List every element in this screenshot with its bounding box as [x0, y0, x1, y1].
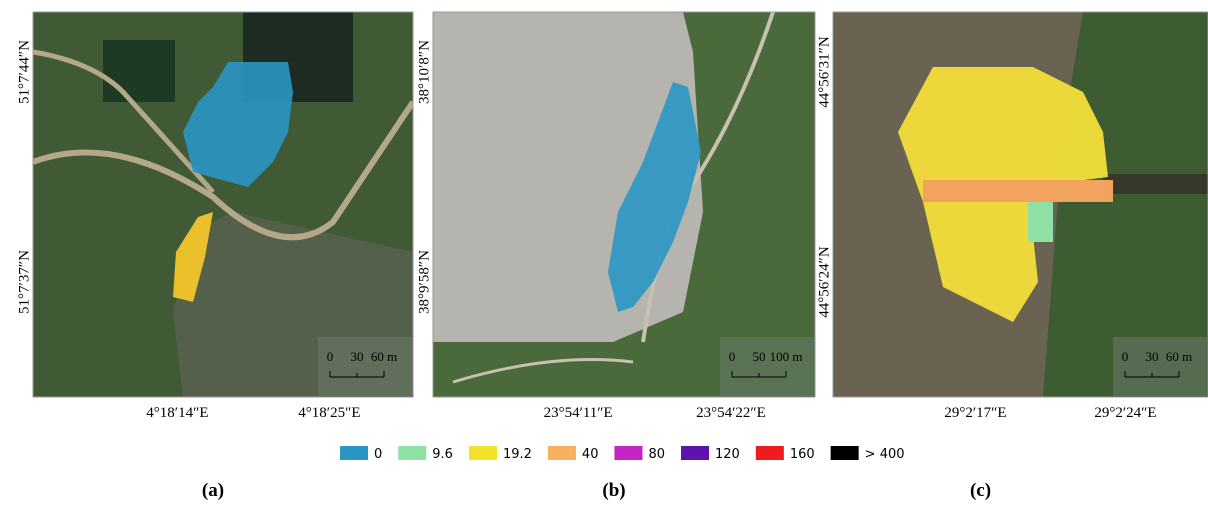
- legend-label: 160: [790, 447, 815, 462]
- overlay: [1028, 202, 1053, 242]
- map-panel: 0 30 60 m: [833, 12, 1208, 397]
- lat-label: 38°10′8″N: [416, 40, 432, 104]
- panel-caption: (a): [202, 480, 224, 501]
- scale-bg: [1113, 337, 1208, 397]
- legend-label: 19.2: [503, 447, 532, 462]
- scale-label: 30: [351, 349, 364, 364]
- scale-bar: 0 30 60 m: [318, 337, 413, 397]
- scale-label: 30: [1146, 349, 1159, 364]
- scale-label: 50: [753, 349, 766, 364]
- lat-label: 44°56′24″N: [816, 246, 832, 318]
- lon-label: 23°54′22″E: [696, 405, 766, 421]
- legend-swatch: [398, 446, 426, 460]
- scale-label: 0: [1122, 349, 1129, 364]
- legend-swatch: [469, 446, 497, 460]
- legend-swatch: [831, 446, 859, 460]
- scale-label: 100 m: [770, 349, 803, 364]
- lon-label: 29°2′17″E: [944, 405, 1006, 421]
- legend-swatch: [548, 446, 576, 460]
- legend-label: > 400: [865, 447, 905, 462]
- map-panel: 0 30 60 m: [33, 12, 413, 397]
- scale-bg: [318, 337, 413, 397]
- lat-label: 51°7′37″N: [16, 250, 32, 314]
- scale-label: 60 m: [371, 349, 397, 364]
- lon-label: 4°18′25″E: [298, 405, 360, 421]
- lat-label: 44°56′31″N: [816, 36, 832, 108]
- legend-label: 40: [582, 447, 599, 462]
- panel-caption: (b): [602, 480, 625, 501]
- legend-swatch: [340, 446, 368, 460]
- figure: 0 30 60 m 51°7′44″N 51°7′37″N 4°18′14″E 4°18′2…: [0, 0, 1208, 506]
- lon-label: 4°18′14″E: [146, 405, 208, 421]
- scale-label: 0: [729, 349, 736, 364]
- panel-caption: (c): [970, 480, 991, 501]
- lat-label: 51°7′44″N: [16, 40, 32, 104]
- scale-bg: [720, 337, 815, 397]
- overlay: [923, 180, 1113, 202]
- legend-label: 9.6: [432, 447, 453, 462]
- channel: [1103, 174, 1208, 194]
- legend-swatch: [614, 446, 642, 460]
- scale-label: 0: [327, 349, 334, 364]
- map-panel: 0 50 100 m: [433, 12, 815, 397]
- lat-label: 38°9′58″N: [416, 250, 432, 314]
- scale-bar: 0 50 100 m: [720, 337, 815, 397]
- legend-swatch: [756, 446, 784, 460]
- scale-label: 60 m: [1166, 349, 1192, 364]
- legend-label: 80: [648, 447, 665, 462]
- legend-swatch: [681, 446, 709, 460]
- scale-bar: 0 30 60 m: [1113, 337, 1208, 397]
- pond: [103, 40, 175, 102]
- lon-label: 29°2′24″E: [1094, 405, 1156, 421]
- lon-label: 23°54′11″E: [544, 405, 613, 421]
- legend-label: 120: [715, 447, 740, 462]
- legend-label: 0: [374, 447, 382, 462]
